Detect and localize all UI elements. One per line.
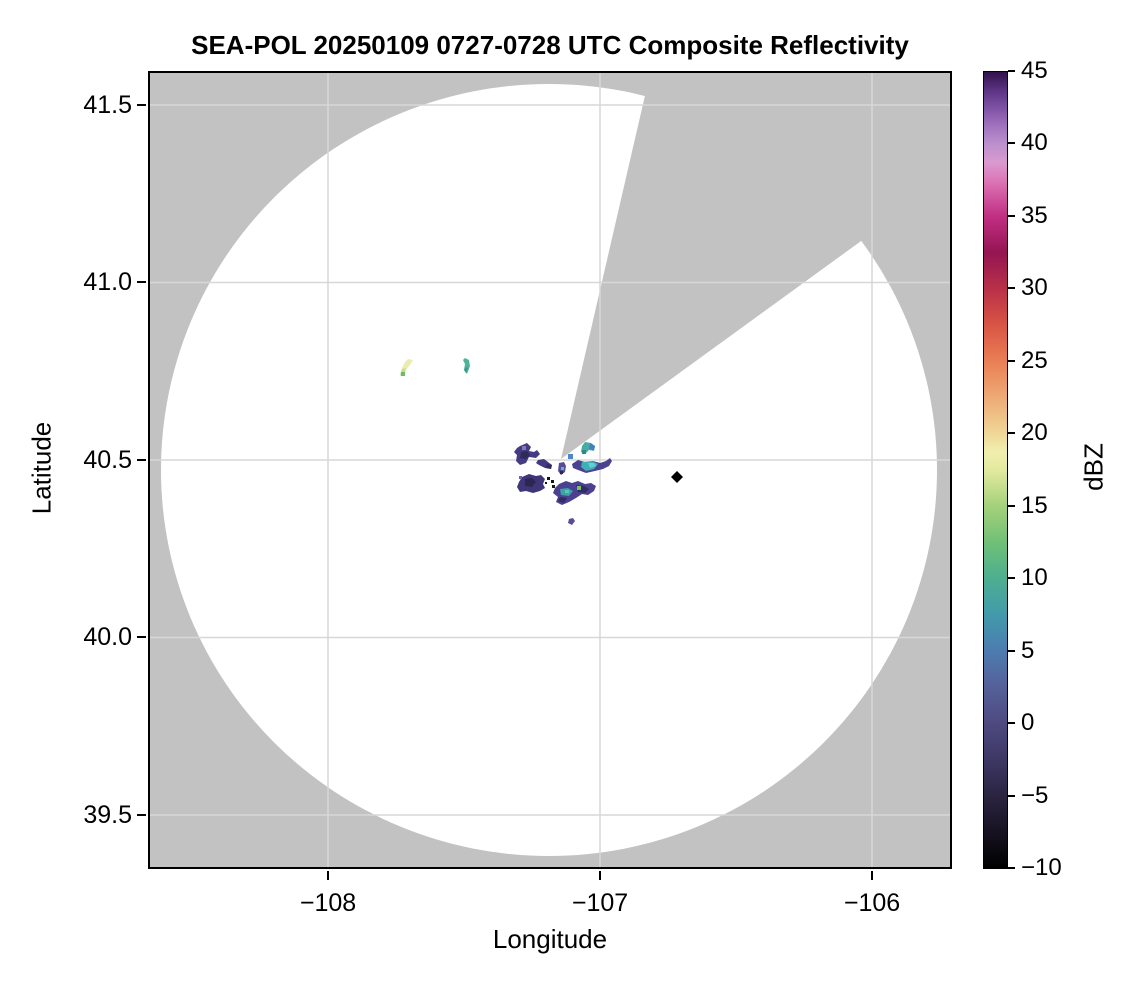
colorbar-label: dBZ xyxy=(1078,443,1109,491)
radar-echo xyxy=(568,518,575,525)
colorbar-tick-mark xyxy=(1008,215,1015,217)
x-tick-mark xyxy=(327,871,329,880)
y-tick-mark xyxy=(137,281,146,283)
radar-plot-canvas xyxy=(148,71,952,869)
colorbar-tick-mark xyxy=(1008,505,1015,507)
radar-echo xyxy=(552,485,555,488)
colorbar-tick-label: 30 xyxy=(1021,274,1048,301)
x-axis-label: Longitude xyxy=(492,924,608,954)
colorbar-tick-mark xyxy=(1008,142,1015,144)
y-axis-label: Latitude xyxy=(26,421,57,515)
radar-echo xyxy=(577,486,581,490)
colorbar-tick-label: 45 xyxy=(1021,57,1048,84)
colorbar-tick-mark xyxy=(1008,287,1015,289)
y-tick-mark xyxy=(137,459,146,461)
y-tick-mark xyxy=(137,814,146,816)
radar-echo xyxy=(525,478,536,487)
colorbar-tick-mark xyxy=(1008,650,1015,652)
x-tick-mark xyxy=(871,871,873,880)
blocked-sector xyxy=(561,71,952,459)
colorbar-tick-mark xyxy=(1008,867,1015,869)
colorbar-tick-mark xyxy=(1008,722,1015,724)
colorbar-tick-label: 10 xyxy=(1021,564,1048,591)
colorbar-tick-label: −5 xyxy=(1021,782,1049,809)
y-tick-label: 40.5 xyxy=(83,446,132,474)
radar-echo xyxy=(582,450,586,454)
radar-echo xyxy=(589,443,595,450)
colorbar-tick-label: 0 xyxy=(1021,709,1035,736)
radar-echo xyxy=(547,477,550,480)
colorbar-gradient xyxy=(983,71,1008,869)
radar-echo xyxy=(545,482,547,484)
x-tick-label: −108 xyxy=(299,889,357,917)
radar-echo xyxy=(546,464,552,469)
plot-border xyxy=(148,71,952,869)
colorbar-tick-mark xyxy=(1008,70,1015,72)
radar-echo xyxy=(522,446,526,450)
colorbar-tick-label: 35 xyxy=(1021,202,1048,229)
site-marker-diamond xyxy=(671,471,683,483)
colorbar-tick-label: 40 xyxy=(1021,129,1048,156)
y-tick-label: 41.0 xyxy=(83,268,132,296)
x-tick-mark xyxy=(599,871,601,880)
colorbar-tick-label: −10 xyxy=(1021,854,1062,881)
radar-echo xyxy=(588,463,596,468)
radar-echo xyxy=(561,467,564,470)
colorbar-tick-label: 5 xyxy=(1021,637,1035,664)
y-tick-mark xyxy=(137,636,146,638)
y-tick-mark xyxy=(137,104,146,106)
chart-title: SEA-POL 20250109 0727-0728 UTC Composite… xyxy=(191,30,909,60)
x-tick-label: −106 xyxy=(843,889,901,917)
radar-echo xyxy=(568,454,573,459)
y-tick-label: 41.5 xyxy=(83,91,132,119)
colorbar-tick-mark xyxy=(1008,432,1015,434)
colorbar-tick-mark xyxy=(1008,795,1015,797)
x-tick-label: −107 xyxy=(571,889,629,917)
grid-lines xyxy=(150,73,950,867)
radar-echo xyxy=(401,372,405,376)
radar-echo xyxy=(560,471,563,474)
y-tick-label: 40.0 xyxy=(83,623,132,651)
radar-echo xyxy=(464,367,468,373)
radar-echo xyxy=(519,476,522,479)
colorbar-tick-mark xyxy=(1008,360,1015,362)
colorbar-tick-label: 25 xyxy=(1021,347,1048,374)
radar-echo xyxy=(551,480,554,483)
radar-echo xyxy=(558,497,567,503)
colorbar-tick-mark xyxy=(1008,577,1015,579)
radar-echo xyxy=(520,451,530,459)
colorbar-tick-label: 15 xyxy=(1021,492,1048,519)
colorbar-tick-label: 20 xyxy=(1021,419,1048,446)
y-tick-label: 39.5 xyxy=(83,801,132,829)
radar-echo xyxy=(565,490,569,493)
radar-echoes xyxy=(400,358,612,525)
